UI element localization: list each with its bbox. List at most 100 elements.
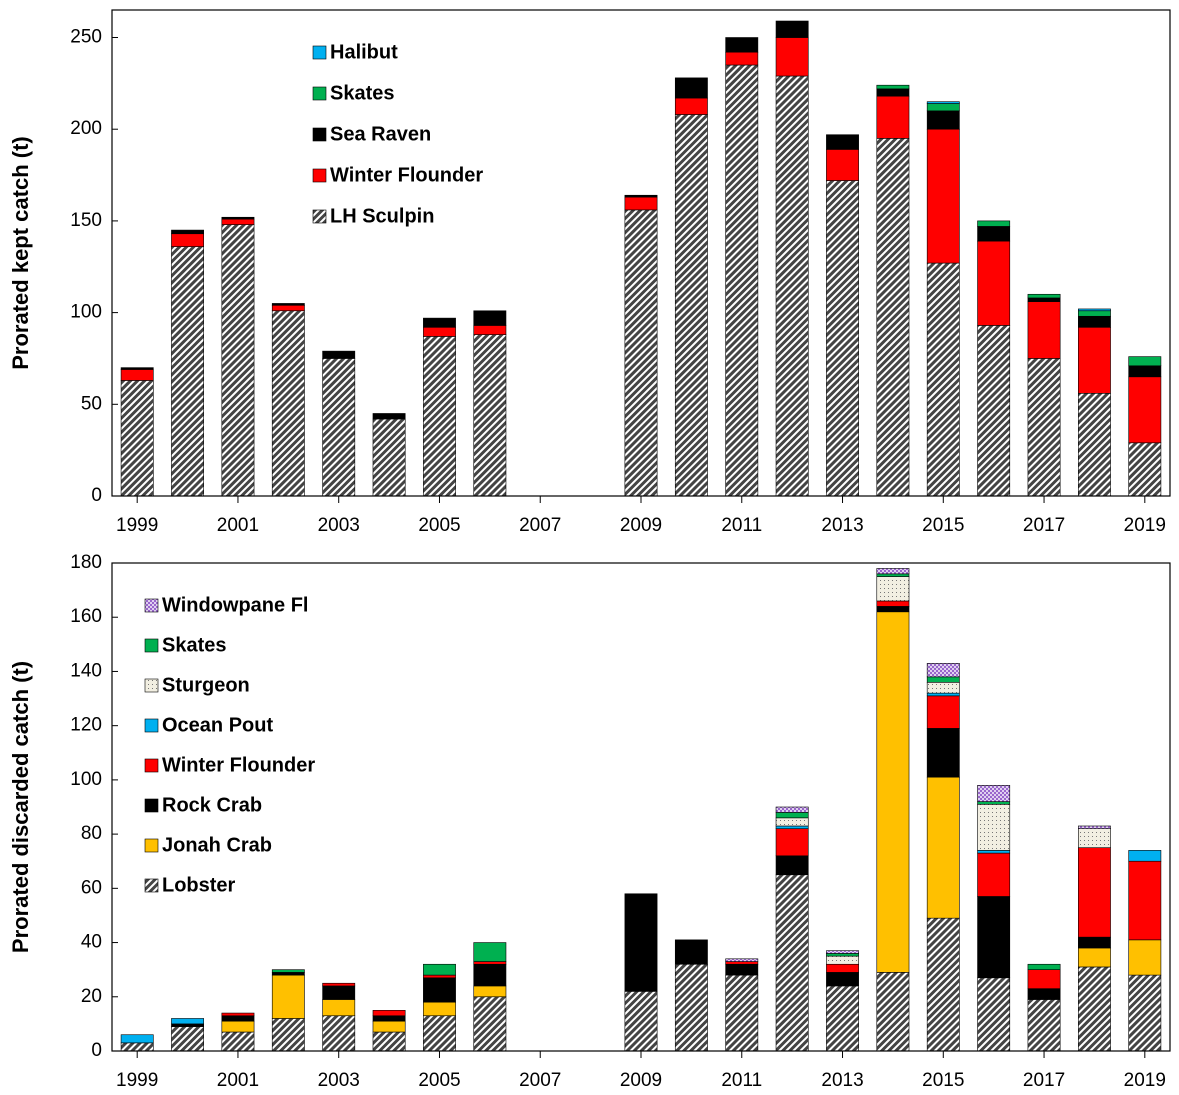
bar-segment: [977, 850, 1011, 854]
bar-segment: [725, 961, 759, 965]
bar-segment: [826, 149, 859, 181]
legend-label: Skates: [162, 634, 227, 656]
bar-segment: [1078, 947, 1111, 968]
bar-segment: [271, 303, 305, 306]
x-tick-label: 1999: [116, 1070, 158, 1091]
bar-segment: [624, 893, 658, 992]
bar-segment: [322, 1015, 356, 1052]
legend-swatch: [144, 878, 159, 893]
y-axis-label: Prorated kept catch (t): [8, 136, 33, 370]
bar-segment: [977, 785, 1011, 802]
y-tick-label: 100: [70, 302, 102, 323]
bar-segment: [876, 576, 910, 602]
x-tick-label: 2003: [318, 515, 360, 536]
bar-segment: [977, 803, 1011, 851]
bar-segment: [775, 817, 809, 827]
x-tick-label: 2011: [721, 1070, 762, 1091]
bar-segment: [826, 950, 859, 954]
y-tick-label: 0: [91, 485, 102, 506]
bar-segment: [1128, 850, 1162, 862]
x-tick-label: 2005: [418, 1070, 460, 1091]
bar-segment: [372, 1010, 406, 1017]
bar-segment: [926, 681, 960, 694]
plot-frame: [111, 562, 1171, 1052]
legend-label: Lobster: [162, 874, 236, 896]
bar-segment: [977, 226, 1011, 242]
bar-segment: [221, 216, 255, 220]
y-tick-label: 80: [81, 823, 102, 844]
bar-segment: [1027, 969, 1061, 989]
bar-segment: [775, 812, 809, 819]
bar-segment: [1078, 392, 1111, 497]
bar-segment: [826, 963, 859, 973]
bar-segment: [271, 304, 305, 312]
plot-frame: [111, 9, 1171, 497]
bar-segment: [725, 963, 759, 976]
bar-segment: [473, 325, 507, 335]
bar-segment: [775, 825, 809, 829]
bar-segment: [473, 310, 507, 326]
bar-segment: [171, 246, 204, 497]
x-tick-label: 2019: [1124, 515, 1166, 536]
y-tick-label: 140: [70, 660, 102, 681]
bar-segment: [271, 972, 305, 976]
x-tick-label: 2009: [620, 515, 662, 536]
bar-segment: [423, 1001, 456, 1017]
y-tick-label: 150: [70, 210, 102, 231]
bar-segment: [1027, 293, 1061, 299]
bar-segment: [322, 999, 356, 1017]
bar-segment: [725, 51, 759, 66]
bar-segment: [221, 1015, 255, 1022]
bar-segment: [322, 358, 356, 497]
bar-segment: [1027, 358, 1061, 497]
x-tick-label: 2013: [821, 1070, 863, 1091]
bar-segment: [473, 961, 507, 965]
bar-segment: [120, 369, 154, 381]
bar-segment: [423, 336, 456, 497]
bar-segment: [876, 568, 910, 575]
legend-swatch: [312, 127, 327, 142]
bar-segment: [775, 75, 809, 497]
bar-segment: [876, 573, 910, 577]
bar-segment: [624, 194, 658, 198]
legend-label: Rock Crab: [162, 794, 262, 816]
bar-segment: [423, 317, 456, 328]
bar-segment: [876, 84, 910, 90]
bar-segment: [1078, 310, 1111, 317]
bar-segment: [977, 896, 1011, 979]
bar-segment: [1128, 365, 1162, 378]
legend-swatch: [312, 168, 327, 183]
legend-swatch: [312, 86, 327, 101]
bar-segment: [775, 37, 809, 77]
bar-segment: [926, 917, 960, 1052]
legend-swatch: [144, 638, 159, 653]
bar-segment: [1078, 847, 1111, 938]
bar-segment: [926, 663, 960, 678]
x-tick-label: 2001: [217, 1070, 259, 1091]
bar-segment: [473, 985, 507, 998]
bar-segment: [624, 991, 658, 1052]
bar-segment: [1027, 988, 1061, 1000]
bar-segment: [221, 1012, 255, 1017]
legend-swatch: [144, 598, 159, 613]
bar-segment: [826, 955, 859, 965]
bar-segment: [674, 963, 708, 1052]
bar-segment: [977, 852, 1011, 897]
x-tick-label: 2017: [1023, 1070, 1065, 1091]
bar-segment: [977, 801, 1011, 805]
bar-segment: [473, 942, 507, 962]
bar-segment: [826, 972, 859, 987]
y-tick-label: 40: [81, 932, 102, 953]
bar-segment: [876, 972, 910, 1052]
bar-segment: [1128, 860, 1162, 941]
bar-segment: [423, 977, 456, 1003]
bar-segment: [1078, 966, 1111, 1052]
legend-label: Skates: [330, 82, 395, 104]
y-tick-label: 160: [70, 606, 102, 627]
bar-segment: [674, 114, 708, 497]
bar-segment: [926, 776, 960, 919]
y-tick-label: 100: [70, 769, 102, 790]
bar-segment: [926, 262, 960, 497]
x-tick-label: 2017: [1023, 515, 1065, 536]
x-tick-label: 2007: [519, 515, 561, 536]
